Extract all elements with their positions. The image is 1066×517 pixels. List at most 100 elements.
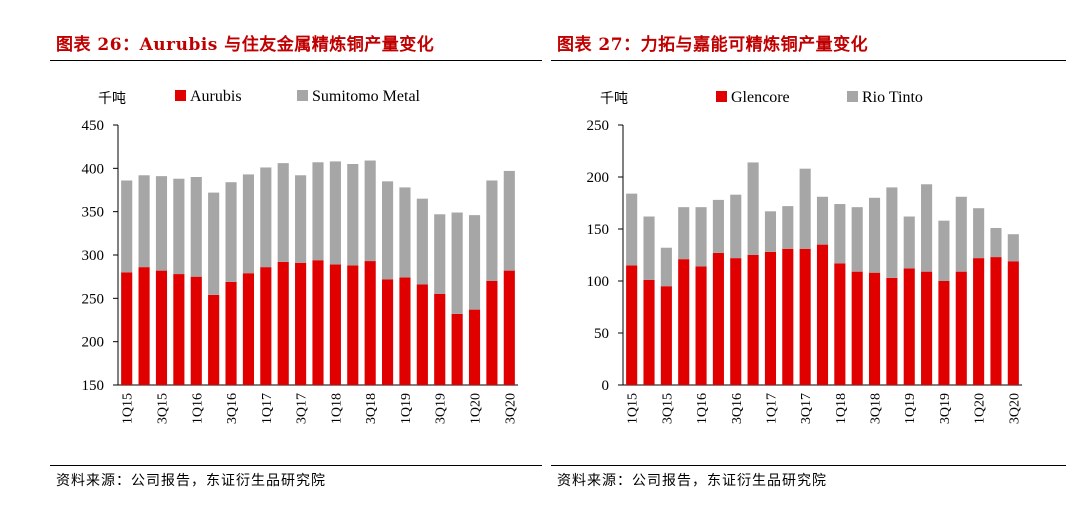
bar-rio-tinto-4Q15 (678, 207, 690, 260)
legend-swatch-rio-tinto (847, 91, 858, 102)
bar-rio-tinto-4Q18 (886, 187, 898, 278)
x-tick-label-left: 3Q17 (295, 393, 310, 424)
bar-glencore-1Q18 (834, 263, 846, 385)
bar-rio-tinto-3Q18 (868, 197, 881, 273)
x-tick-label-right: 3Q16 (730, 393, 745, 424)
x-tick-label-left: 1Q19 (399, 393, 414, 424)
x-tick-label-right: 3Q20 (1007, 393, 1022, 424)
y-tick-label-left: 400 (82, 161, 105, 177)
legend-label-rio-tinto: Rio Tinto (862, 89, 923, 106)
bar-rio-tinto-3Q17 (799, 168, 811, 249)
bar-glencore-3Q19 (938, 281, 950, 385)
y-tick-label-right: 200 (587, 170, 610, 186)
x-tick-label-right: 1Q19 (903, 393, 918, 424)
x-tick-label-left: 3Q18 (364, 393, 379, 424)
x-tick-label-left: 1Q20 (469, 393, 484, 424)
source-rule-left (50, 465, 542, 466)
bar-sumitomo-metal-4Q19 (451, 212, 463, 314)
bar-glencore-1Q16 (695, 266, 707, 385)
x-tick-label-left: 3Q15 (155, 393, 170, 424)
bar-rio-tinto-1Q17 (764, 211, 777, 252)
bar-aurubis-1Q15 (121, 272, 133, 385)
bar-glencore-1Q15 (626, 265, 638, 385)
bar-aurubis-3Q20 (503, 270, 515, 385)
bar-rio-tinto-3Q20 (1007, 234, 1019, 262)
y-tick-label-right: 100 (587, 274, 610, 290)
bar-glencore-2Q16 (712, 252, 724, 385)
bar-sumitomo-metal-1Q15 (121, 180, 133, 273)
bar-sumitomo-metal-3Q19 (434, 214, 446, 294)
bar-aurubis-4Q15 (173, 274, 185, 385)
bar-rio-tinto-4Q19 (955, 196, 967, 272)
bar-aurubis-4Q17 (312, 260, 324, 385)
bar-aurubis-1Q20 (468, 309, 481, 385)
bar-sumitomo-metal-2Q20 (486, 180, 498, 281)
source-note-left: 资料来源：公司报告，东证衍生品研究院 (56, 473, 326, 489)
bar-aurubis-1Q16 (190, 276, 202, 385)
bar-sumitomo-metal-2Q18 (347, 164, 359, 266)
bar-aurubis-2Q17 (277, 261, 289, 385)
bar-aurubis-2Q20 (486, 281, 498, 385)
legend-swatch-sumitomo-metal (297, 90, 308, 101)
bar-sumitomo-metal-1Q16 (190, 177, 202, 277)
bar-glencore-2Q17 (782, 248, 794, 385)
bar-rio-tinto-1Q20 (973, 208, 985, 259)
bar-rio-tinto-2Q17 (782, 206, 794, 249)
bar-glencore-2Q18 (851, 271, 863, 385)
legend-label-sumitomo-metal: Sumitomo Metal (312, 88, 421, 105)
bar-glencore-4Q19 (955, 271, 967, 385)
unit-label-right: 千吨 (600, 91, 628, 107)
bar-rio-tinto-2Q15 (643, 216, 655, 280)
y-tick-label-right: 50 (594, 326, 609, 342)
bar-glencore-2Q15 (643, 279, 655, 385)
bar-sumitomo-metal-2Q15 (138, 175, 150, 268)
bar-glencore-1Q20 (973, 258, 985, 385)
x-tick-label-right: 3Q15 (660, 393, 675, 424)
chart-title-left: 图表 26：Aurubis 与住友金属精炼铜产量变化 (56, 35, 435, 55)
x-tick-label-left: 1Q18 (329, 393, 344, 424)
x-tick-label-left: 3Q16 (225, 393, 240, 424)
bar-sumitomo-metal-4Q16 (242, 174, 254, 274)
legend-swatch-aurubis (175, 90, 186, 101)
bar-aurubis-1Q17 (260, 267, 272, 385)
x-tick-label-right: 1Q16 (695, 393, 710, 424)
x-tick-label-right: 3Q19 (938, 393, 953, 424)
bar-sumitomo-metal-1Q19 (399, 187, 411, 278)
bar-glencore-3Q18 (868, 272, 881, 385)
y-tick-label-right: 0 (602, 378, 610, 394)
bar-aurubis-3Q16 (225, 281, 237, 385)
legend-label-aurubis: Aurubis (190, 88, 242, 105)
x-tick-label-right: 1Q20 (973, 393, 988, 424)
x-tick-label-left: 3Q19 (434, 393, 449, 424)
bar-sumitomo-metal-1Q20 (468, 215, 481, 310)
x-tick-label-right: 1Q15 (626, 393, 641, 424)
unit-label-left: 千吨 (98, 91, 126, 107)
bar-glencore-3Q16 (730, 258, 742, 385)
bar-aurubis-3Q18 (364, 261, 376, 385)
bar-sumitomo-metal-2Q17 (277, 163, 289, 262)
bar-sumitomo-metal-3Q15 (155, 176, 168, 271)
bar-rio-tinto-3Q15 (660, 247, 672, 287)
bar-rio-tinto-1Q18 (834, 204, 846, 264)
bar-sumitomo-metal-3Q16 (225, 182, 237, 282)
bar-sumitomo-metal-2Q16 (208, 192, 220, 295)
bar-aurubis-4Q19 (451, 313, 463, 385)
bar-glencore-1Q19 (903, 268, 915, 385)
title-rule-left (50, 60, 542, 61)
bar-aurubis-2Q16 (208, 294, 220, 385)
bar-glencore-3Q20 (1007, 261, 1019, 385)
bar-glencore-3Q15 (660, 286, 672, 385)
bar-sumitomo-metal-3Q17 (295, 175, 307, 263)
y-tick-label-left: 300 (82, 248, 105, 264)
bar-glencore-2Q20 (990, 257, 1002, 385)
y-tick-label-right: 250 (587, 118, 610, 134)
y-tick-label-left: 250 (82, 291, 105, 307)
bar-aurubis-2Q18 (347, 265, 359, 385)
bar-sumitomo-metal-3Q18 (364, 160, 376, 262)
bar-rio-tinto-3Q16 (730, 194, 742, 259)
bar-rio-tinto-1Q16 (695, 207, 707, 267)
bar-sumitomo-metal-3Q20 (503, 170, 515, 271)
bar-aurubis-1Q18 (329, 264, 341, 385)
source-rule-right (551, 465, 1066, 466)
